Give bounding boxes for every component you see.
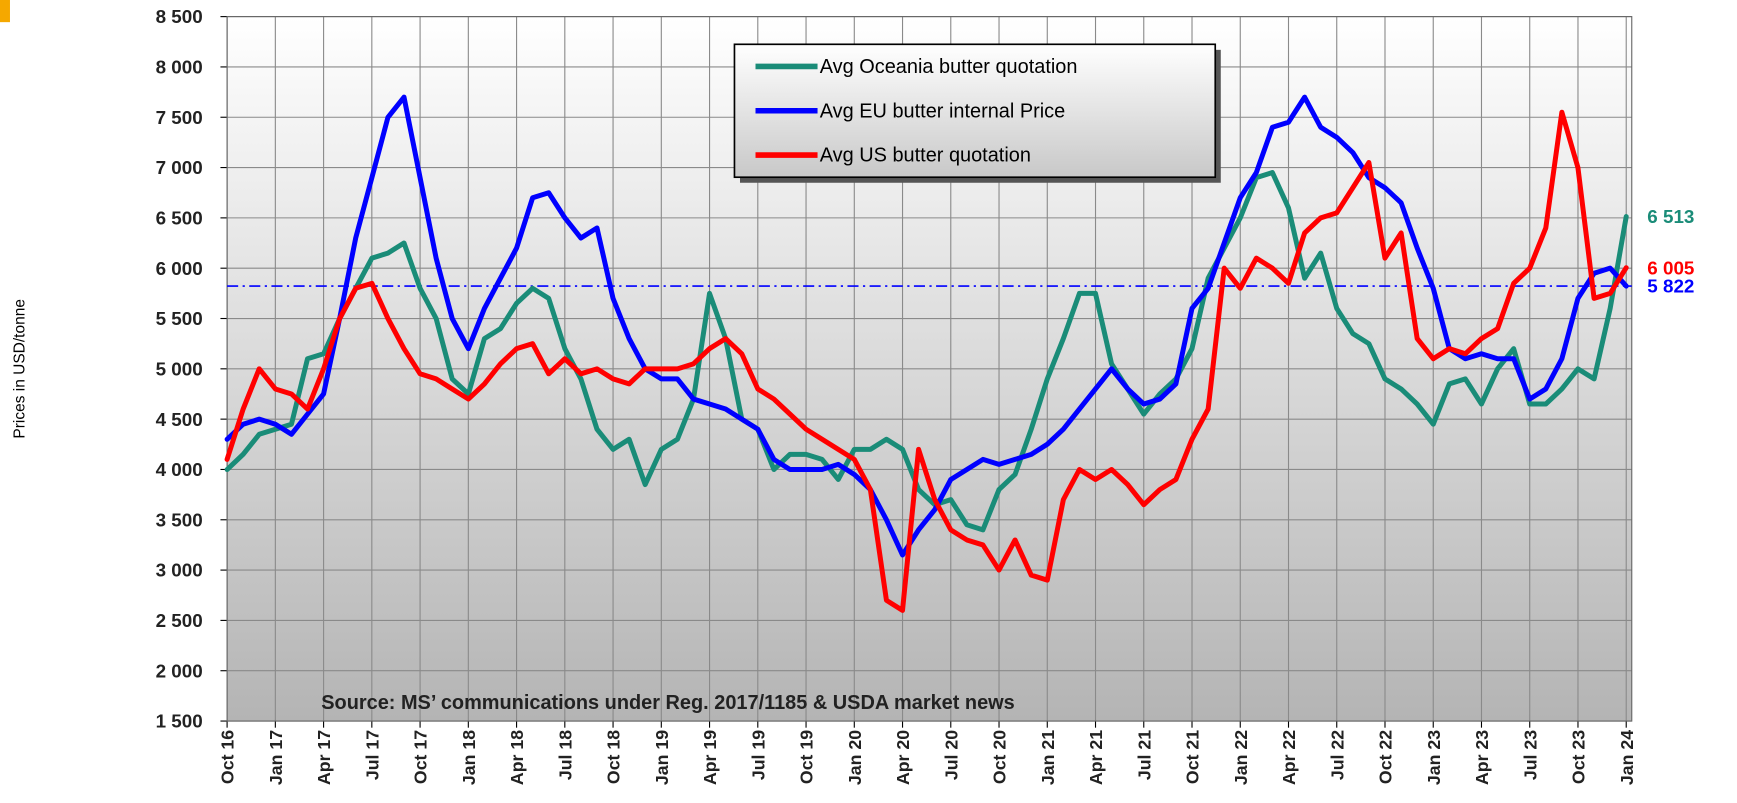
y-tick-label: 5 000 <box>156 358 203 379</box>
y-tick-label: 4 000 <box>156 459 203 480</box>
series-line <box>224 94 1629 558</box>
x-tick-label: Apr 21 <box>1086 730 1106 785</box>
x-tick-label: Jan 18 <box>459 730 479 785</box>
end-value-label: 6 005 <box>1647 257 1694 278</box>
grid <box>220 16 1633 728</box>
legend-label: Avg Oceania butter quotation <box>820 56 1078 78</box>
y-tick-label: 8 000 <box>156 57 203 78</box>
y-tick-label: 5 500 <box>156 308 203 329</box>
series-line <box>224 170 1629 533</box>
x-tick-label: Jan 20 <box>845 730 865 785</box>
x-tick-label: Oct 19 <box>797 730 817 784</box>
x-tick-label: Apr 23 <box>1472 730 1492 785</box>
y-tick-label: 8 500 <box>156 6 203 27</box>
labels: 1 500 2 000 2 500 3 000 3 500 4 000 4 500 5 000… <box>156 6 1695 785</box>
x-tick-label: Jan 22 <box>1231 730 1251 785</box>
x-tick-label: Oct 17 <box>411 730 431 784</box>
y-axis-label: Prices in USD/tonne <box>11 299 28 439</box>
y-tick-label: 2 500 <box>156 610 203 631</box>
y-tick-label: 1 500 <box>156 711 203 732</box>
y-tick-label: 7 500 <box>156 107 203 128</box>
plot-border <box>226 16 1633 722</box>
x-tick-label: Apr 19 <box>700 730 720 785</box>
x-tick-label: Jul 21 <box>1134 730 1154 780</box>
series-line <box>224 109 1629 613</box>
x-tick-label: Oct 20 <box>990 730 1010 784</box>
lines <box>224 94 1632 613</box>
y-tick-label: 7 000 <box>156 157 203 178</box>
y-tick-label: 3 000 <box>156 560 203 581</box>
legend: Avg Oceania butter quotation Avg EU butte… <box>733 43 1221 183</box>
y-tick-label: 6 500 <box>156 208 203 229</box>
x-tick-label: Jul 23 <box>1520 730 1540 780</box>
x-tick-label: Oct 22 <box>1376 730 1396 784</box>
x-tick-label: Apr 18 <box>507 730 527 785</box>
x-tick-label: Apr 22 <box>1279 730 1299 785</box>
x-tick-label: Oct 21 <box>1183 730 1203 784</box>
x-tick-label: Jan 19 <box>652 730 672 785</box>
end-value-label: 6 513 <box>1647 206 1694 227</box>
x-tick-label: Oct 18 <box>604 730 624 784</box>
x-tick-label: Jul 20 <box>941 730 961 780</box>
x-tick-label: Jan 24 <box>1617 730 1637 785</box>
y-tick-label: 3 500 <box>156 509 203 530</box>
y-tick-label: 4 500 <box>156 409 203 430</box>
x-tick-label: Apr 20 <box>893 730 913 785</box>
x-tick-label: Apr 17 <box>314 730 334 785</box>
corner-mark <box>0 0 10 23</box>
x-tick-label: Oct 16 <box>218 730 238 784</box>
x-tick-label: Jan 23 <box>1424 730 1444 785</box>
end-value-label: 5 822 <box>1647 276 1694 297</box>
y-tick-label: 6 000 <box>156 258 203 279</box>
x-tick-label: Oct 23 <box>1569 730 1589 784</box>
x-tick-label: Jan 17 <box>266 730 286 785</box>
x-tick-label: Jul 19 <box>748 730 768 780</box>
y-tick-label: 2 000 <box>156 660 203 681</box>
x-tick-label: Jul 17 <box>362 730 382 780</box>
legend-label: Avg EU butter internal Price <box>820 100 1065 122</box>
x-tick-label: Jul 18 <box>555 730 575 780</box>
x-tick-label: Jan 21 <box>1038 730 1058 785</box>
x-tick-label: Jul 22 <box>1327 730 1347 780</box>
legend-label: Avg US butter quotation <box>820 145 1031 167</box>
source-note: Source: MS’ communications under Reg. 20… <box>321 692 1015 714</box>
